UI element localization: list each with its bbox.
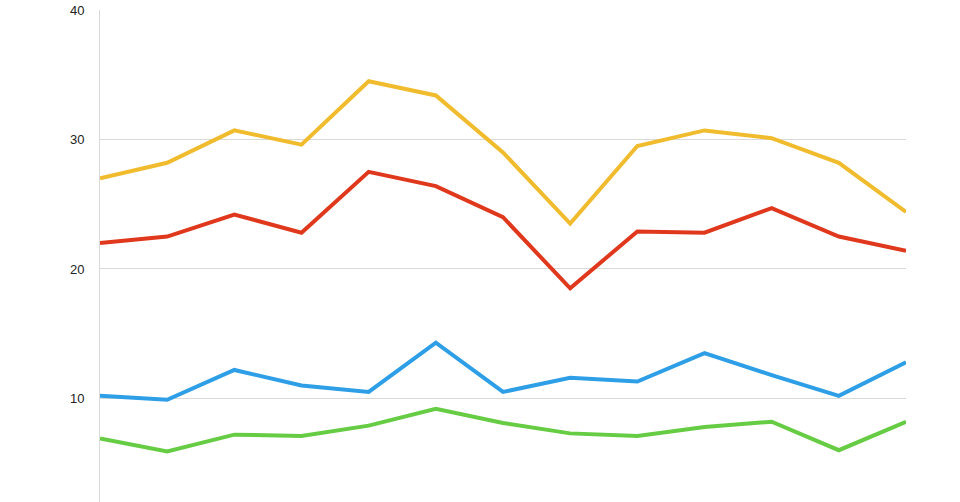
- svg-text:10: 10: [70, 391, 84, 406]
- svg-text:20: 20: [70, 262, 84, 277]
- svg-text:30: 30: [70, 132, 84, 147]
- svg-text:40: 40: [70, 3, 84, 18]
